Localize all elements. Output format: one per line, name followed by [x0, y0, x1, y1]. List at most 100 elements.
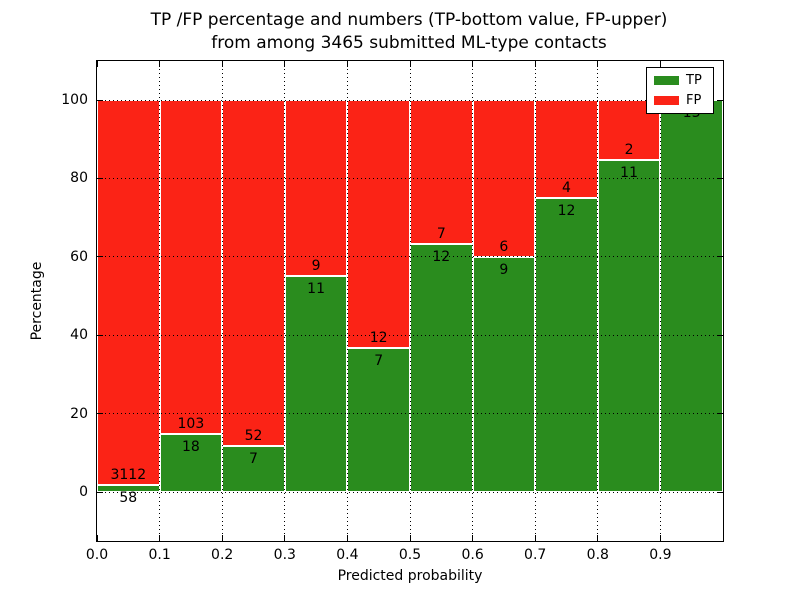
tp-count-label: 9: [499, 261, 509, 278]
x-tick-mark-top: [159, 61, 161, 67]
y-tick-label: 100: [61, 92, 88, 108]
x-tick-label: 0.9: [649, 547, 672, 563]
y-tick-mark: [97, 413, 103, 415]
y-tick-mark-right: [717, 413, 723, 415]
y-tick-mark-right: [717, 491, 723, 493]
vertical-gridline: [284, 61, 286, 541]
y-tick-mark: [97, 256, 103, 258]
horizontal-gridline: [97, 413, 723, 415]
bar-segment-tp: [284, 276, 348, 492]
x-tick-label: 0.7: [524, 547, 547, 563]
fp-count-label: 6: [499, 238, 509, 255]
y-tick-label: 60: [70, 248, 88, 265]
vertical-gridline: [597, 61, 599, 541]
fp-count-label: 2: [624, 142, 634, 159]
x-tick-mark-top: [472, 61, 474, 67]
y-tick-mark-right: [717, 334, 723, 336]
x-tick-label: 0.0: [85, 547, 109, 563]
fp-count-label: 52: [244, 427, 263, 444]
y-tick-label: 40: [70, 327, 88, 344]
x-tick-mark-top: [221, 61, 223, 67]
x-tick-mark-top: [346, 61, 348, 67]
vertical-gridline: [221, 61, 223, 541]
tp-count-label: 11: [620, 165, 639, 182]
x-tick-mark-top: [534, 61, 536, 67]
x-tick-mark-top: [659, 61, 661, 67]
y-tick-mark-right: [717, 177, 723, 179]
tp-count-label: 12: [557, 203, 576, 219]
x-tick-mark: [534, 535, 536, 541]
tp-count-label: 7: [249, 450, 258, 467]
x-tick-mark-top: [597, 61, 599, 67]
x-tick-mark: [472, 535, 474, 541]
horizontal-gridline: [97, 491, 723, 493]
fp-count-label: 7: [436, 226, 446, 243]
vertical-gridline: [409, 61, 411, 541]
y-tick-mark-right: [717, 99, 723, 101]
x-axis-label: Predicted probability: [337, 568, 483, 584]
bar-segment-fp: [97, 100, 160, 485]
y-tick-label: 80: [70, 170, 88, 187]
tp-count-label: 18: [181, 438, 200, 455]
tp-count-label: 7: [374, 352, 384, 369]
chart-title: TP /FP percentage and numbers (TP-bottom…: [96, 9, 722, 55]
bar-segment-fp: [159, 100, 223, 434]
y-tick-label: 0: [79, 484, 88, 500]
x-tick-mark: [159, 535, 161, 541]
x-tick-mark: [284, 535, 286, 541]
horizontal-gridline: [97, 177, 723, 179]
x-tick-label: 0.3: [273, 547, 296, 563]
bar-segment-fp: [284, 100, 348, 277]
x-tick-mark: [409, 535, 411, 541]
bar-segment-tp: [660, 100, 723, 492]
x-tick-label: 0.4: [336, 547, 359, 563]
horizontal-gridline: [97, 334, 723, 336]
y-tick-mark: [97, 177, 103, 179]
y-tick-mark: [97, 99, 103, 101]
fp-count-label: 9: [311, 258, 321, 275]
x-tick-label: 0.2: [211, 547, 234, 563]
legend-label-tp: TP: [686, 73, 702, 88]
horizontal-gridline: [97, 256, 723, 258]
x-tick-label: 0.5: [398, 547, 422, 563]
x-tick-label: 0.8: [586, 547, 609, 563]
legend: TP FP: [646, 67, 714, 114]
legend-item-tp: TP: [654, 74, 706, 87]
legend-swatch-tp-icon: [654, 76, 679, 85]
x-tick-mark-top: [284, 61, 286, 67]
bar-segment-tp: [597, 160, 661, 492]
chart-title-line1: TP /FP percentage and numbers (TP-bottom…: [150, 10, 668, 30]
fp-count-label: 4: [562, 180, 571, 196]
bar-segment-tp: [347, 347, 410, 492]
vertical-gridline: [659, 61, 661, 541]
vertical-gridline: [159, 61, 161, 541]
bar-segment-fp: [222, 100, 285, 446]
y-tick-mark-right: [717, 256, 723, 258]
vertical-gridline: [472, 61, 474, 541]
y-tick-mark: [97, 334, 103, 336]
y-axis-label: Percentage: [29, 261, 45, 341]
bar-segment-tp: [472, 256, 536, 492]
plot-area: Predicted probability Percentage 3112 58 1…: [29, 60, 724, 584]
x-tick-mark: [597, 535, 599, 541]
legend-label-fp: FP: [686, 93, 702, 108]
x-tick-mark: [221, 535, 223, 541]
fp-count-label: 3112: [110, 466, 147, 483]
x-tick-mark-top: [409, 61, 411, 67]
y-tick-label: 20: [70, 405, 88, 422]
x-tick-mark: [346, 535, 348, 541]
legend-swatch-fp-icon: [654, 96, 679, 105]
bar-segment-tp: [410, 244, 473, 492]
chart-title-line2: from among 3465 submitted ML-type contac…: [211, 32, 607, 53]
bar-segment-fp: [535, 100, 598, 198]
bar-segment-fp: [347, 100, 410, 348]
y-tick-mark: [97, 491, 103, 493]
fp-count-label: 12: [369, 329, 388, 346]
vertical-gridline: [534, 61, 536, 541]
vertical-gridline: [346, 61, 348, 541]
tp-count-label: 11: [307, 281, 326, 298]
x-tick-label: 0.1: [148, 547, 171, 563]
bar-segment-fp: [410, 100, 473, 245]
bar-segment-tp: [535, 198, 598, 492]
